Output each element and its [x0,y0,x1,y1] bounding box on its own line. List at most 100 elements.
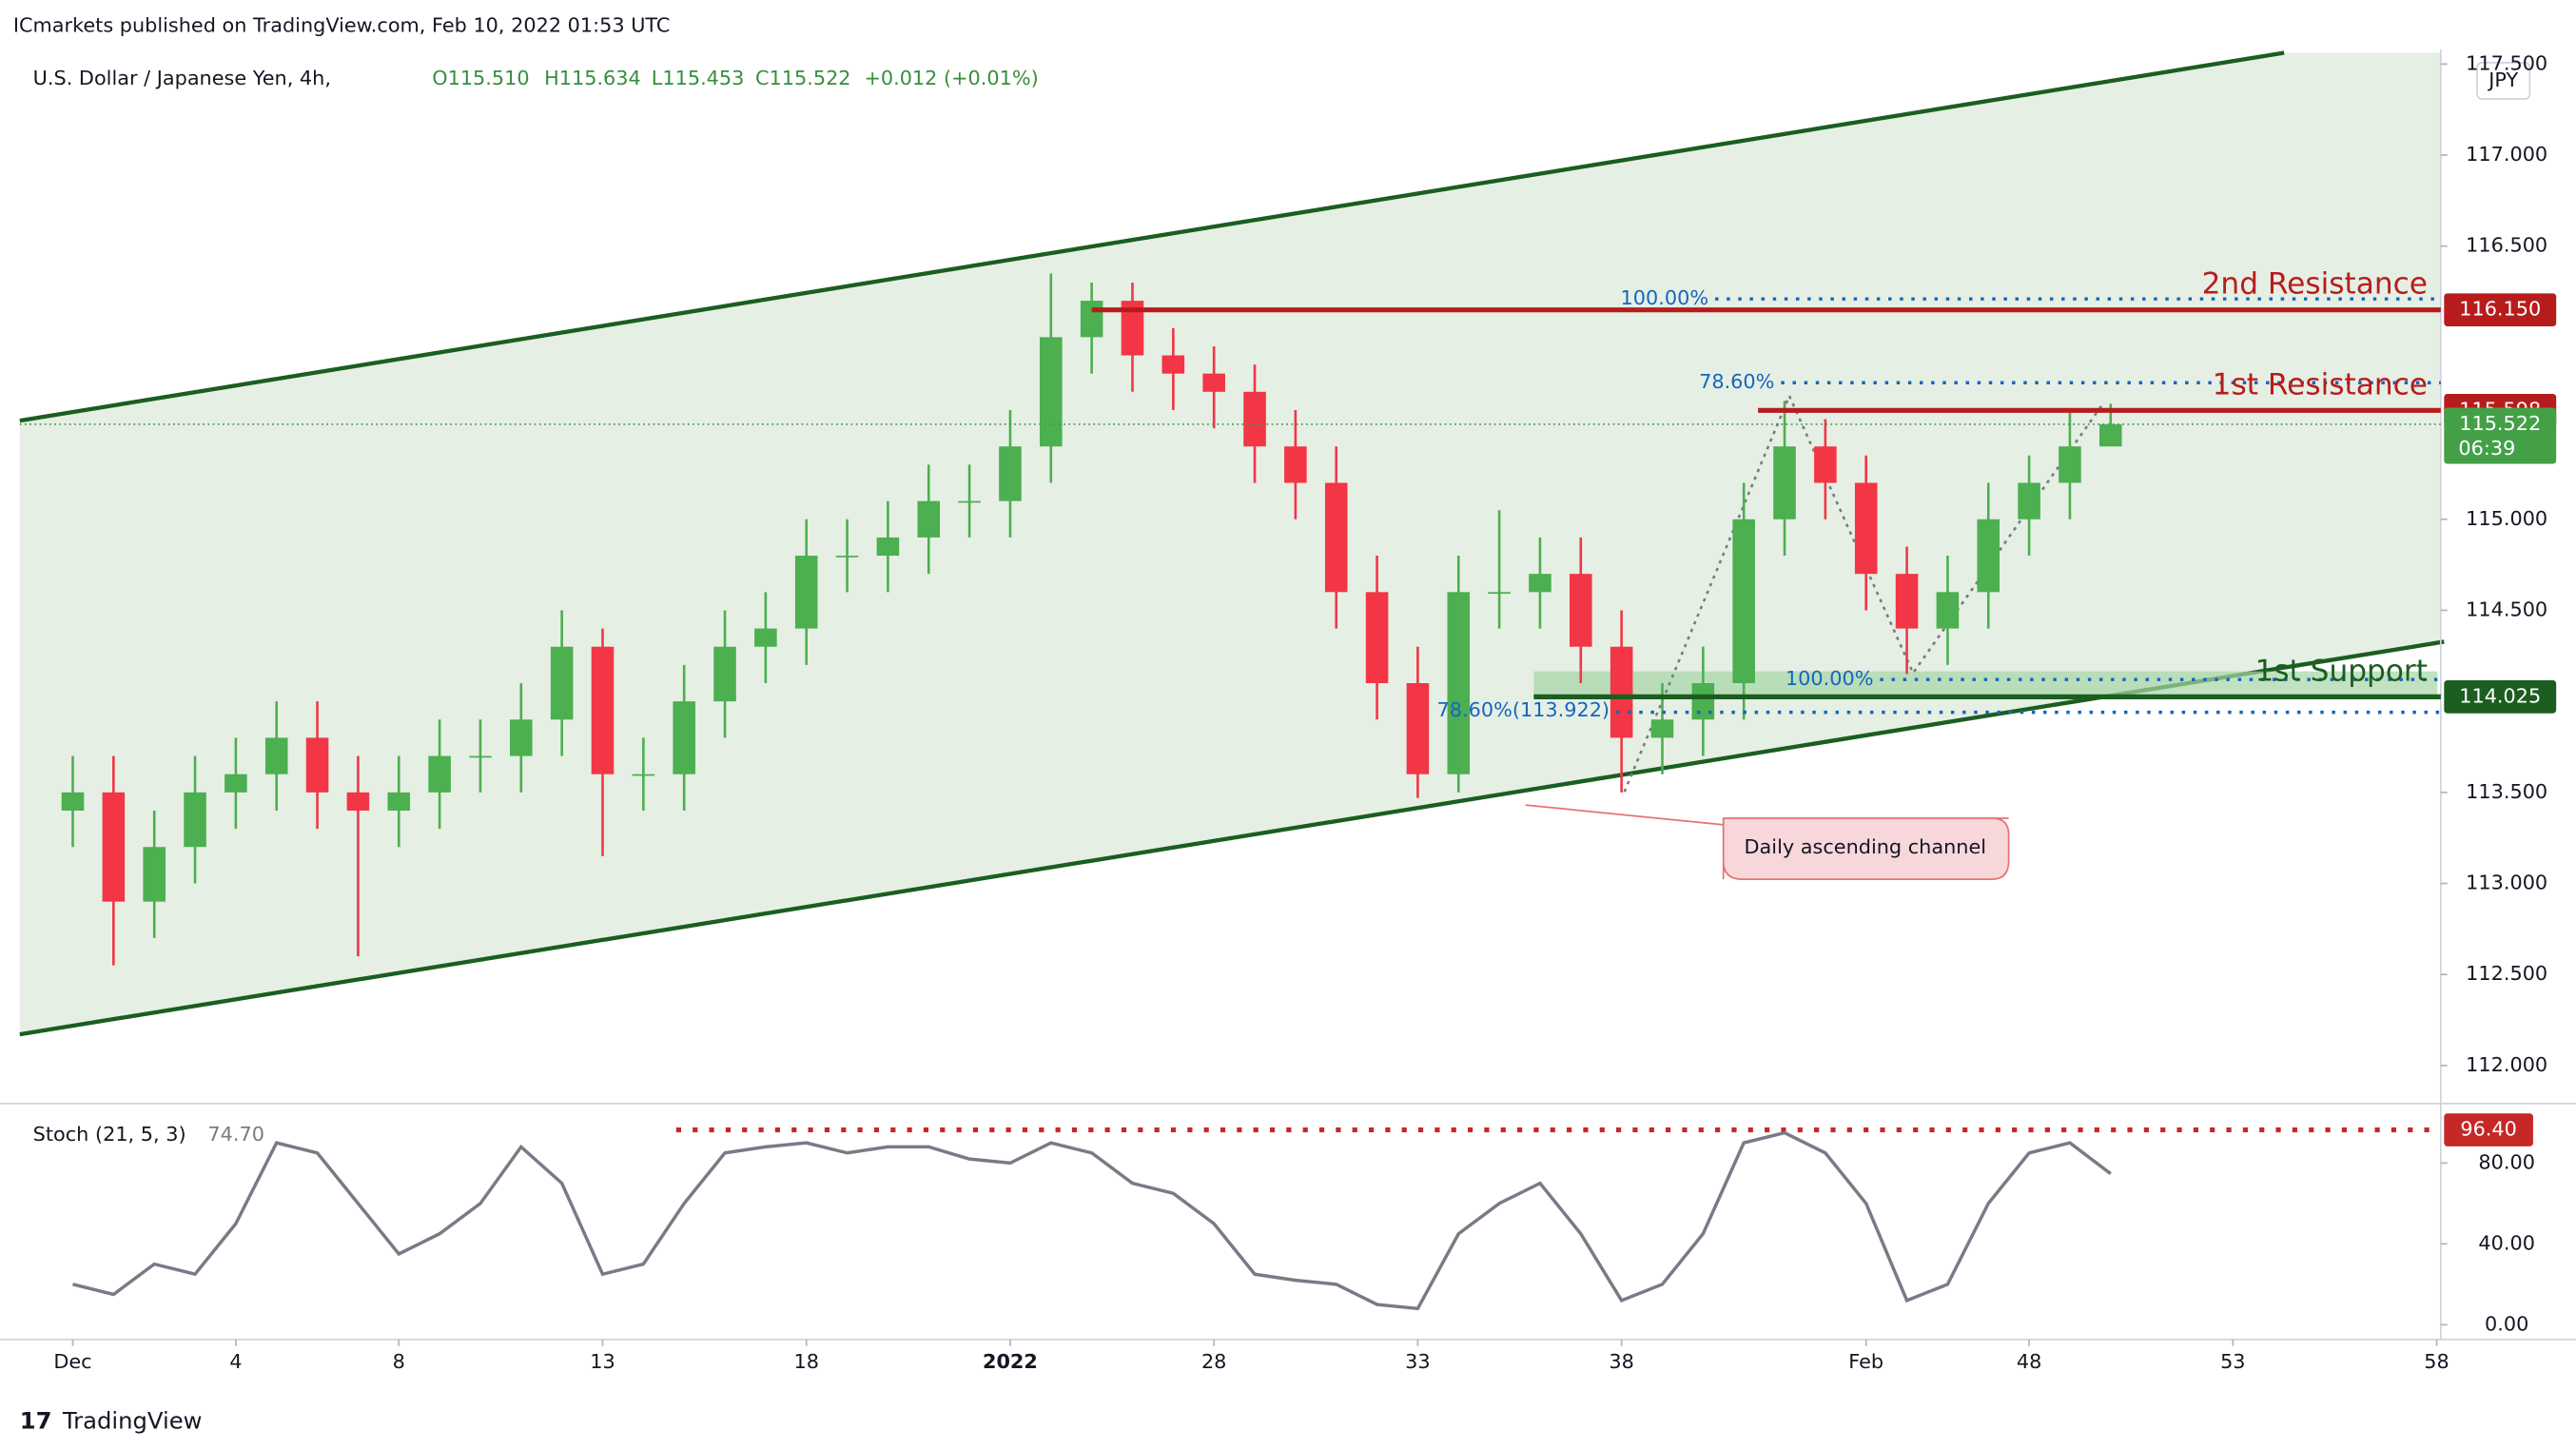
candle-body [713,646,736,702]
last-price-badge [2444,407,2557,464]
channel-fill [19,52,2441,1035]
candle-body [428,755,451,793]
level-name: 1st Support [2254,654,2428,688]
annotation-pointer [1525,804,1724,826]
stoch-title: Stoch (21, 5, 3) [33,1123,186,1146]
candle-body [917,500,941,538]
level-name: 1st Resistance [2213,367,2428,402]
candle-body [1243,391,1266,447]
logo-mark: 17 [20,1407,52,1435]
candle-body [1854,482,1878,575]
y-tick-label: 114.500 [2466,598,2547,620]
candle-body [184,792,206,848]
symbol: U.S. Dollar / Japanese Yen, 4h, [33,67,331,89]
candle-body [958,500,981,503]
x-tick-label: 13 [590,1350,615,1373]
stoch-last: 74.70 [207,1123,264,1146]
y-tick-label: 115.000 [2466,507,2547,530]
fib-label: 100.00% [1786,667,1874,690]
fib-label: 78.60%(113.922) [1437,698,1610,721]
fib-zigzag [1623,392,2104,793]
candle-body [673,701,695,774]
candle-body [1040,337,1063,447]
annotation-box [1722,817,2010,880]
candle-body [754,628,777,647]
ohlc-high: H115.634 [544,67,641,89]
bar-timer: 06:39 [2458,437,2515,460]
candle-body [999,446,1022,501]
candle-body [2099,423,2122,447]
candle-body [1814,446,1837,483]
ohlc-close: C115.522 [755,67,851,89]
candle-body [1284,446,1307,483]
candle-body [1895,574,1919,629]
candle-body [1732,519,1755,684]
y-tick-label: 113.000 [2466,872,2547,894]
candle-body [1121,301,1144,356]
x-tick-label: 48 [2017,1350,2041,1373]
candle-body [1773,446,1796,519]
currency: JPY [2487,69,2518,91]
candle-body [1365,592,1389,684]
y-tick-label: 113.500 [2466,780,2547,803]
y-tick-label: 116.500 [2466,234,2547,257]
annotation: Daily ascending channel [1745,835,1986,858]
x-tick-label: 38 [1609,1350,1633,1373]
candle-body [469,755,492,758]
candle-body [102,792,126,902]
x-tick-label: 33 [1405,1350,1430,1373]
y-tick-label: 117.000 [2466,143,2547,166]
fib-label: 78.60% [1699,370,1774,393]
x-tick-label: 28 [1201,1350,1226,1373]
ohlc-open: O115.510 [432,67,529,89]
candle-body [550,646,574,720]
x-tick-label: 18 [793,1350,818,1373]
y-tick-label: 112.000 [2466,1053,2547,1076]
channel-lower [19,639,2445,1037]
candle-body [835,556,859,558]
candle-body [1161,355,1185,374]
candle-body [61,792,85,811]
channel-upper [19,50,2285,423]
candle-body [1936,592,1960,629]
x-tick-label: 2022 [983,1350,1038,1373]
price-badge [2444,680,2557,714]
candle-body [346,792,370,811]
candle-body [632,774,655,776]
fib-label: 100.00% [1621,286,1709,309]
level-name: 2nd Resistance [2202,267,2428,302]
ohlc-low: L115.453 [652,67,745,89]
candle-body [1488,592,1511,595]
candle-body [1080,301,1103,338]
price-badge [2444,293,2557,327]
candle-body [1650,719,1674,738]
candle-body [143,847,166,902]
last-price-label: 115.522 [2459,412,2541,435]
candle-body [387,792,411,811]
candle-body [2059,446,2081,483]
x-tick-label: 8 [393,1350,405,1373]
candle-body [2018,482,2040,519]
candle-body [1570,574,1592,647]
currency-box [2476,62,2531,100]
ohlc-change: +0.012 (+0.01%) [864,67,1038,89]
price-badge-label: 114.025 [2459,684,2541,707]
x-tick-label: 4 [229,1350,242,1373]
x-tick-label: Feb [1848,1350,1883,1373]
y-tick-label: 40.00 [2478,1231,2535,1254]
y-tick-label: 0.00 [2485,1312,2528,1335]
candle-body [1529,574,1551,593]
candle-body [305,737,329,793]
candle-body [794,556,818,629]
candle-body [1202,373,1225,392]
candle-body [224,774,247,793]
candle-body [510,719,533,756]
candle-body [1447,592,1471,774]
candle-body [1610,646,1633,738]
x-tick-label: 58 [2424,1350,2449,1373]
footer: TradingView [62,1407,203,1435]
candle-body [1324,482,1348,593]
price-badge-label: 116.150 [2459,298,2541,321]
x-tick-label: 53 [2220,1350,2245,1373]
